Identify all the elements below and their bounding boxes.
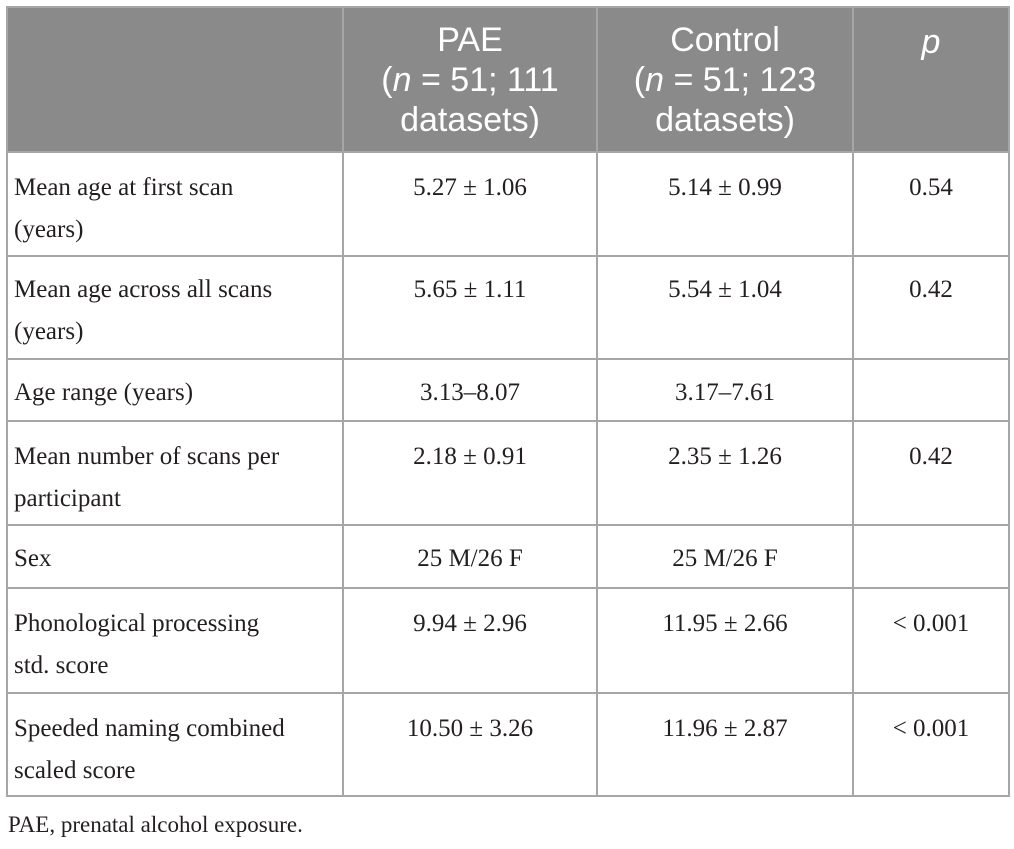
control-value: 11.96 ± 2.87 — [596, 692, 854, 797]
header-control-title: Control — [670, 20, 780, 59]
header-p-label: p — [921, 23, 941, 61]
pae-value: 5.65 ± 1.11 — [342, 255, 598, 360]
demographics-table: PAE (n = 51; 111 datasets) Control (n = … — [6, 6, 1010, 797]
table-footnote: PAE, prenatal alcohol exposure. — [8, 812, 303, 837]
row-label: Phonological processing std. score — [6, 587, 344, 694]
header-control-open-paren: ( — [633, 60, 646, 99]
header-pae-datasets: datasets) — [400, 100, 540, 139]
pae-value: 2.18 ± 0.91 — [342, 420, 598, 526]
header-pae-count: = 51; 111 — [411, 60, 559, 99]
pae-value: 9.94 ± 2.96 — [342, 587, 598, 694]
table-header-row: PAE (n = 51; 111 datasets) Control (n = … — [6, 6, 1010, 153]
control-value: 25 M/26 F — [596, 524, 854, 589]
pae-value: 3.13–8.07 — [342, 358, 598, 422]
row-label: Mean age across all scans (years) — [6, 255, 344, 360]
header-pae-title: PAE — [437, 20, 503, 59]
p-value: < 0.001 — [852, 587, 1010, 694]
table-row: Speeded naming combined scaled score 10.5… — [6, 692, 1010, 797]
p-value — [852, 358, 1010, 422]
table-row: Sex 25 M/26 F 25 M/26 F — [6, 524, 1010, 589]
header-control: Control (n = 51; 123 datasets) — [596, 6, 854, 153]
control-value: 3.17–7.61 — [596, 358, 854, 422]
pae-value: 25 M/26 F — [342, 524, 598, 589]
pae-value: 10.50 ± 3.26 — [342, 692, 598, 797]
row-label: Mean age at first scan (years) — [6, 151, 344, 257]
header-pae-n: n — [392, 60, 412, 99]
control-value: 5.14 ± 0.99 — [596, 151, 854, 257]
row-label: Mean number of scans per participant — [6, 420, 344, 526]
table-row: Mean number of scans per participant 2.18… — [6, 420, 1010, 526]
control-value: 5.54 ± 1.04 — [596, 255, 854, 360]
control-value: 2.35 ± 1.26 — [596, 420, 854, 526]
table-row: Mean age at first scan (years) 5.27 ± 1.0… — [6, 151, 1010, 257]
p-value: 0.54 — [852, 151, 1010, 257]
header-control-count: = 51; 123 — [664, 60, 817, 99]
p-value: < 0.001 — [852, 692, 1010, 797]
header-p: p — [852, 6, 1010, 153]
row-label: Speeded naming combined scaled score — [6, 692, 344, 797]
control-value: 11.95 ± 2.66 — [596, 587, 854, 694]
table-row: Phonological processing std. score 9.94 ±… — [6, 587, 1010, 694]
pae-value: 5.27 ± 1.06 — [342, 151, 598, 257]
table-row: Mean age across all scans (years) 5.65 ± … — [6, 255, 1010, 360]
row-label: Sex — [6, 524, 344, 589]
header-pae: PAE (n = 51; 111 datasets) — [342, 6, 598, 153]
header-pae-open-paren: ( — [381, 60, 393, 99]
p-value: 0.42 — [852, 420, 1010, 526]
p-value: 0.42 — [852, 255, 1010, 360]
header-control-datasets: datasets) — [655, 100, 795, 139]
header-control-n: n — [645, 60, 665, 99]
header-empty-cell — [6, 6, 344, 153]
table-row: Age range (years) 3.13–8.07 3.17–7.61 — [6, 358, 1010, 422]
p-value — [852, 524, 1010, 589]
row-label: Age range (years) — [6, 358, 344, 422]
